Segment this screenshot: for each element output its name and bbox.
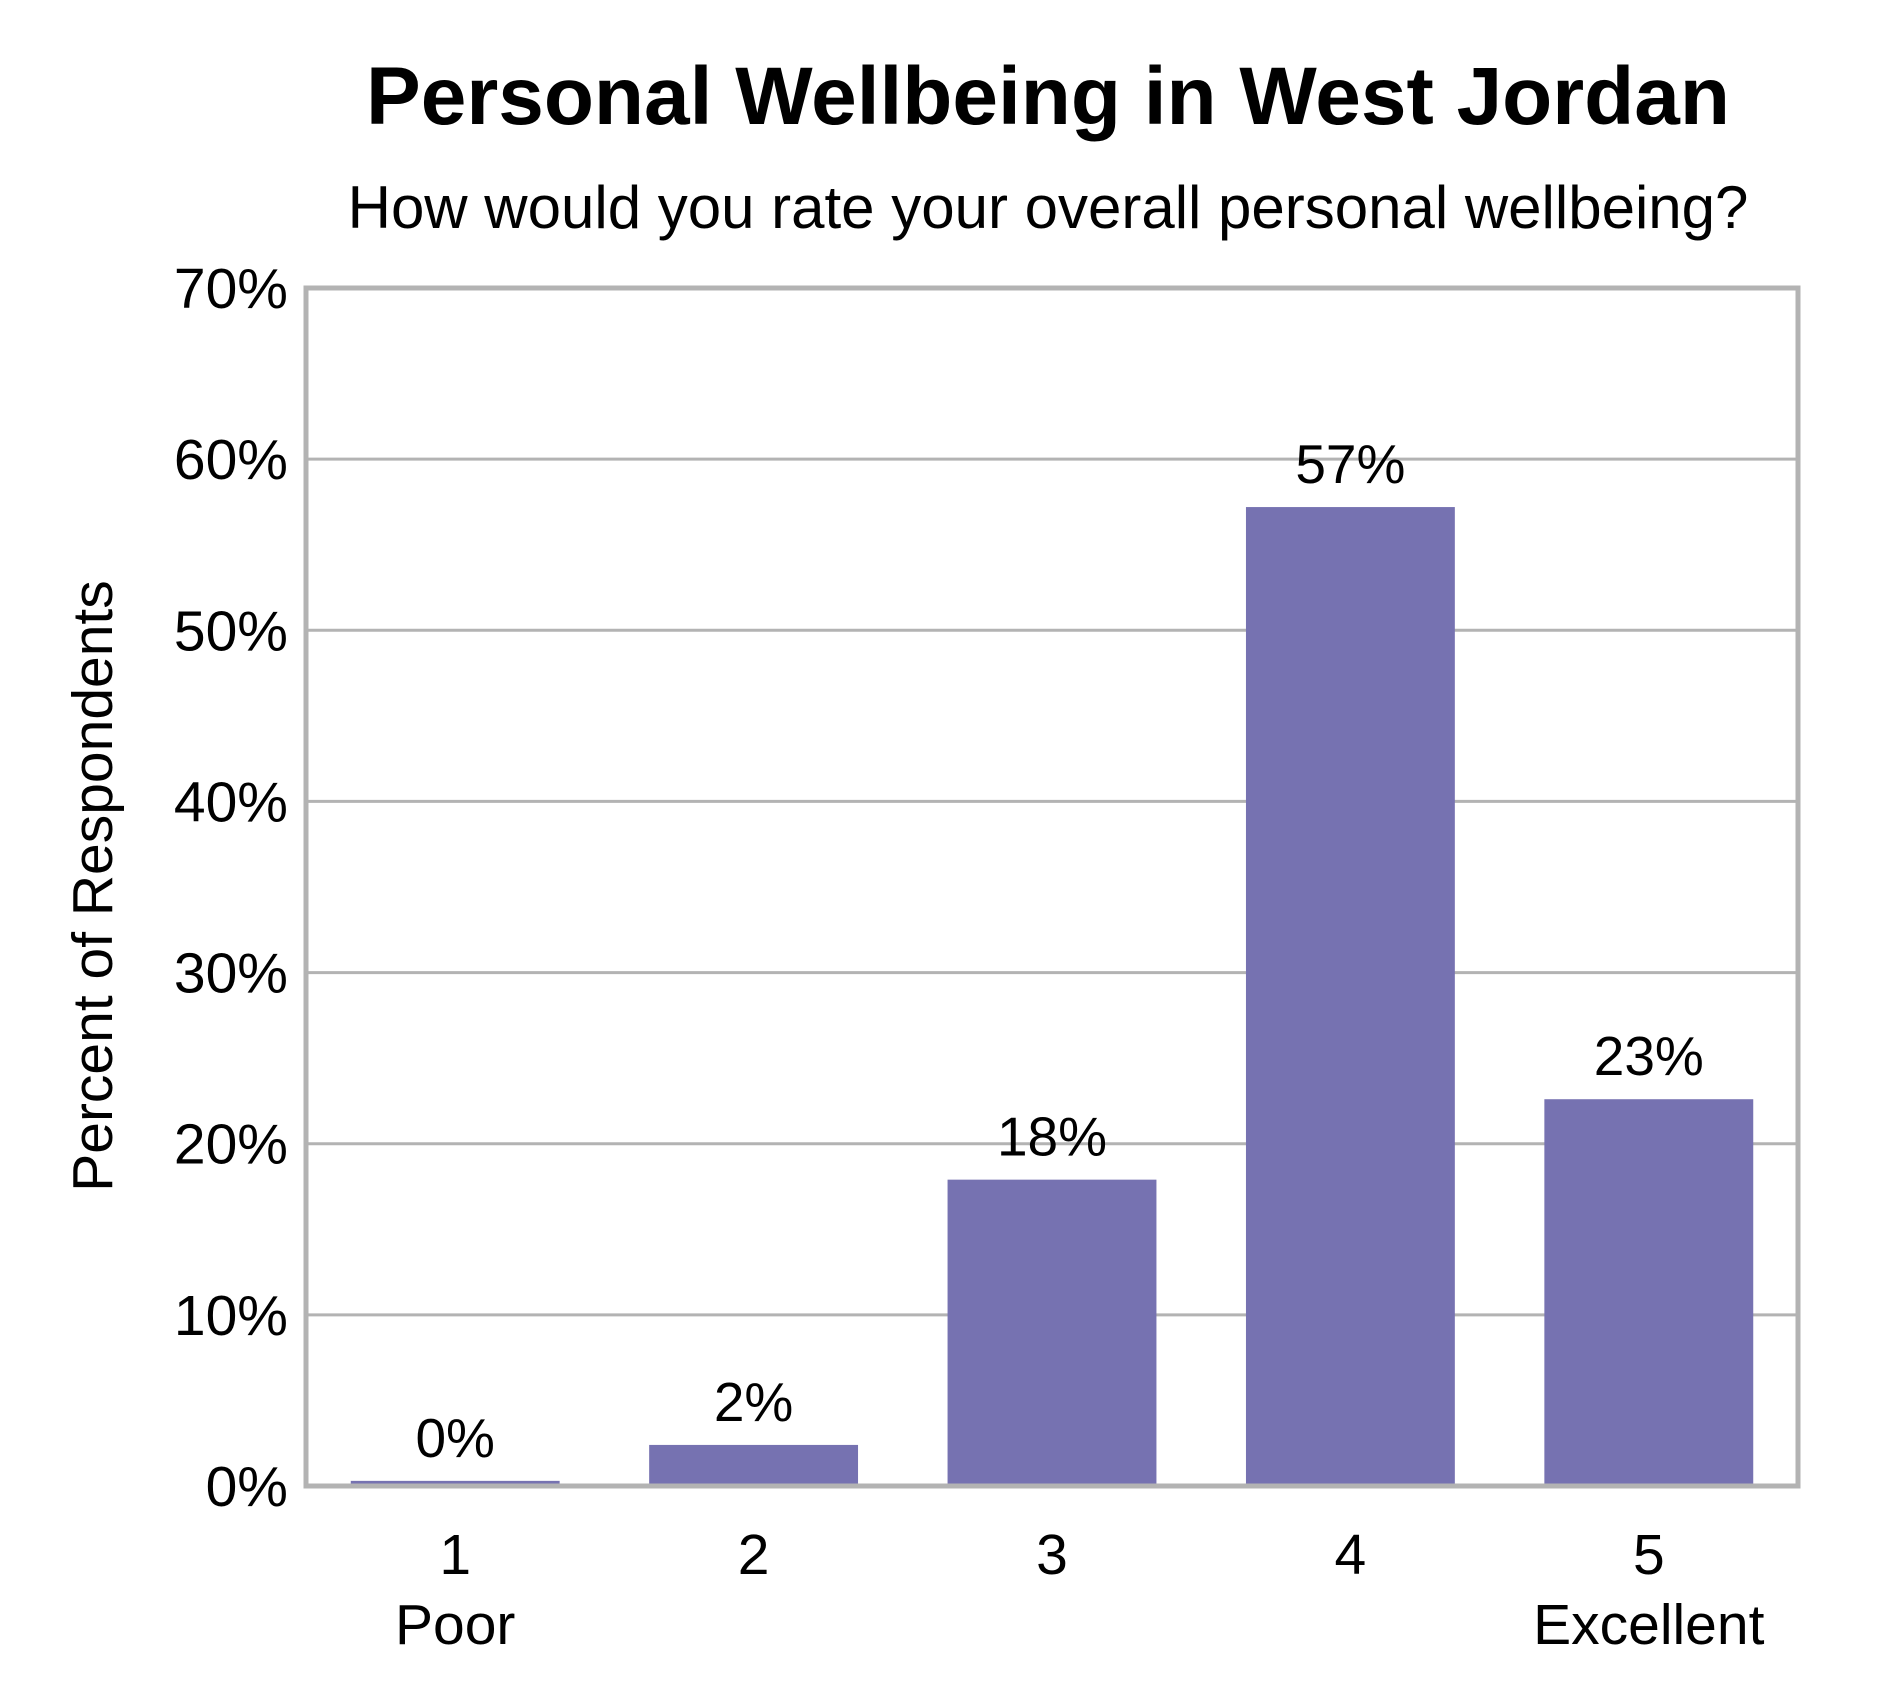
data-label: 0% [415,1407,495,1469]
chart-subtitle: How would you rate your overall personal… [348,174,1749,241]
y-tick-label: 40% [174,770,288,834]
bar [947,1179,1157,1486]
y-tick-label: 50% [174,599,288,663]
bar [1544,1099,1754,1486]
bar [350,1480,560,1486]
y-tick-label: 20% [174,1113,288,1177]
x-tick-label: 3 [1036,1523,1068,1587]
x-tick-label: 5 [1633,1523,1665,1587]
data-label: 18% [997,1106,1107,1168]
y-tick-label: 60% [174,428,288,492]
bar [649,1444,859,1486]
x-tick-sublabel: Poor [395,1593,515,1657]
x-tick-label: 1 [439,1523,471,1587]
data-label: 2% [714,1371,794,1433]
y-tick-label: 70% [174,257,288,321]
data-label: 23% [1594,1025,1704,1087]
plot-frame [303,285,1801,1489]
bar [1245,507,1455,1486]
x-tick-sublabel: Excellent [1533,1593,1764,1657]
y-tick-label: 10% [174,1284,288,1348]
bars [350,507,1754,1486]
y-tick-labels: 0% 10% 20% 30% 40% 50% 60% 70% [174,257,288,1519]
x-tick-label: 2 [738,1523,770,1587]
plot-border [303,285,1801,1489]
x-tick-label: 4 [1335,1523,1367,1587]
data-labels: 0% 2% 18% 57% 23% [415,433,1703,1469]
chart-title: Personal Wellbeing in West Jordan [366,51,1730,142]
y-tick-label: 0% [206,1455,288,1519]
data-label: 57% [1295,433,1405,495]
y-axis-title: Percent of Respondents [61,580,125,1192]
y-tick-label: 30% [174,942,288,1006]
